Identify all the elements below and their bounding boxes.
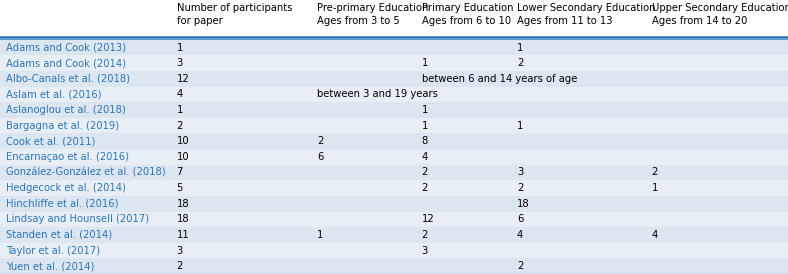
Bar (0, 133, 788, 149)
Text: Lower Secondary Education
Ages from 11 to 13: Lower Secondary Education Ages from 11 t… (517, 3, 656, 26)
Text: Pre-primary Education
Ages from 3 to 5: Pre-primary Education Ages from 3 to 5 (317, 3, 428, 26)
Text: Albo-Canals et al. (2018): Albo-Canals et al. (2018) (6, 74, 130, 84)
Bar (0, 118, 788, 133)
Text: 4: 4 (517, 230, 523, 240)
Text: 11: 11 (177, 230, 189, 240)
Text: 1: 1 (517, 42, 523, 53)
Text: Cook et al. (2011): Cook et al. (2011) (6, 136, 95, 146)
Text: 1: 1 (517, 121, 523, 131)
Text: 3: 3 (177, 58, 183, 68)
Text: 10: 10 (177, 152, 189, 162)
Text: Adams and Cook (2013): Adams and Cook (2013) (6, 42, 126, 53)
Text: 2: 2 (517, 58, 523, 68)
Text: 4: 4 (652, 230, 658, 240)
Bar (0, 87, 788, 102)
Text: Taylor et al. (2017): Taylor et al. (2017) (6, 246, 100, 256)
Text: 2: 2 (317, 136, 323, 146)
Text: 1: 1 (422, 105, 428, 115)
Text: Encarnaçao et al. (2016): Encarnaçao et al. (2016) (6, 152, 129, 162)
Bar (0, 196, 788, 212)
Text: 6: 6 (517, 214, 523, 224)
Text: Adams and Cook (2014): Adams and Cook (2014) (6, 58, 126, 68)
Text: 6: 6 (317, 152, 323, 162)
Text: Hinchliffe et al. (2016): Hinchliffe et al. (2016) (6, 199, 119, 209)
Bar (0, 258, 788, 274)
Text: between 3 and 19 years: between 3 and 19 years (317, 89, 437, 99)
Text: 1: 1 (317, 230, 323, 240)
Text: 2: 2 (517, 183, 523, 193)
Text: 2: 2 (652, 167, 658, 178)
Text: 10: 10 (177, 136, 189, 146)
Text: 18: 18 (517, 199, 530, 209)
Text: 4: 4 (177, 89, 183, 99)
Text: Bargagna et al. (2019): Bargagna et al. (2019) (6, 121, 120, 131)
Text: Number of participants
for paper: Number of participants for paper (177, 3, 292, 26)
Text: 3: 3 (177, 246, 183, 256)
Text: Lindsay and Hounsell (2017): Lindsay and Hounsell (2017) (6, 214, 150, 224)
Text: 18: 18 (177, 214, 189, 224)
Text: between 6 and 14 years of age: between 6 and 14 years of age (422, 74, 577, 84)
Text: 18: 18 (177, 199, 189, 209)
Text: Yuen et al. (2014): Yuen et al. (2014) (6, 261, 95, 271)
Text: 7: 7 (177, 167, 183, 178)
Text: 3: 3 (517, 167, 523, 178)
Bar (0, 102, 788, 118)
Text: 3: 3 (422, 246, 428, 256)
Bar (0, 0, 788, 40)
Text: 2: 2 (422, 183, 428, 193)
Text: 1: 1 (177, 105, 183, 115)
Text: 12: 12 (177, 74, 189, 84)
Text: Hedgecock et al. (2014): Hedgecock et al. (2014) (6, 183, 126, 193)
Bar (0, 227, 788, 243)
Bar (0, 55, 788, 71)
Text: 2: 2 (422, 167, 428, 178)
Text: Upper Secondary Education
Ages from 14 to 20: Upper Secondary Education Ages from 14 t… (652, 3, 788, 26)
Text: Primary Education
Ages from 6 to 10: Primary Education Ages from 6 to 10 (422, 3, 513, 26)
Bar (0, 180, 788, 196)
Text: 5: 5 (177, 183, 183, 193)
Text: 2: 2 (517, 261, 523, 271)
Bar (0, 165, 788, 180)
Text: Aslanoglou et al. (2018): Aslanoglou et al. (2018) (6, 105, 126, 115)
Text: Aslam et al. (2016): Aslam et al. (2016) (6, 89, 102, 99)
Bar (0, 212, 788, 227)
Text: 1: 1 (652, 183, 658, 193)
Text: 2: 2 (177, 261, 183, 271)
Text: 1: 1 (422, 58, 428, 68)
Text: 1: 1 (177, 42, 183, 53)
Bar (0, 149, 788, 165)
Text: 12: 12 (422, 214, 434, 224)
Text: 1: 1 (422, 121, 428, 131)
Text: Standen et al. (2014): Standen et al. (2014) (6, 230, 113, 240)
Bar (0, 243, 788, 258)
Text: 4: 4 (422, 152, 428, 162)
Text: 2: 2 (177, 121, 183, 131)
Bar (0, 71, 788, 87)
Bar (0, 40, 788, 55)
Text: González-González et al. (2018): González-González et al. (2018) (6, 167, 166, 178)
Text: 8: 8 (422, 136, 428, 146)
Text: 2: 2 (422, 230, 428, 240)
